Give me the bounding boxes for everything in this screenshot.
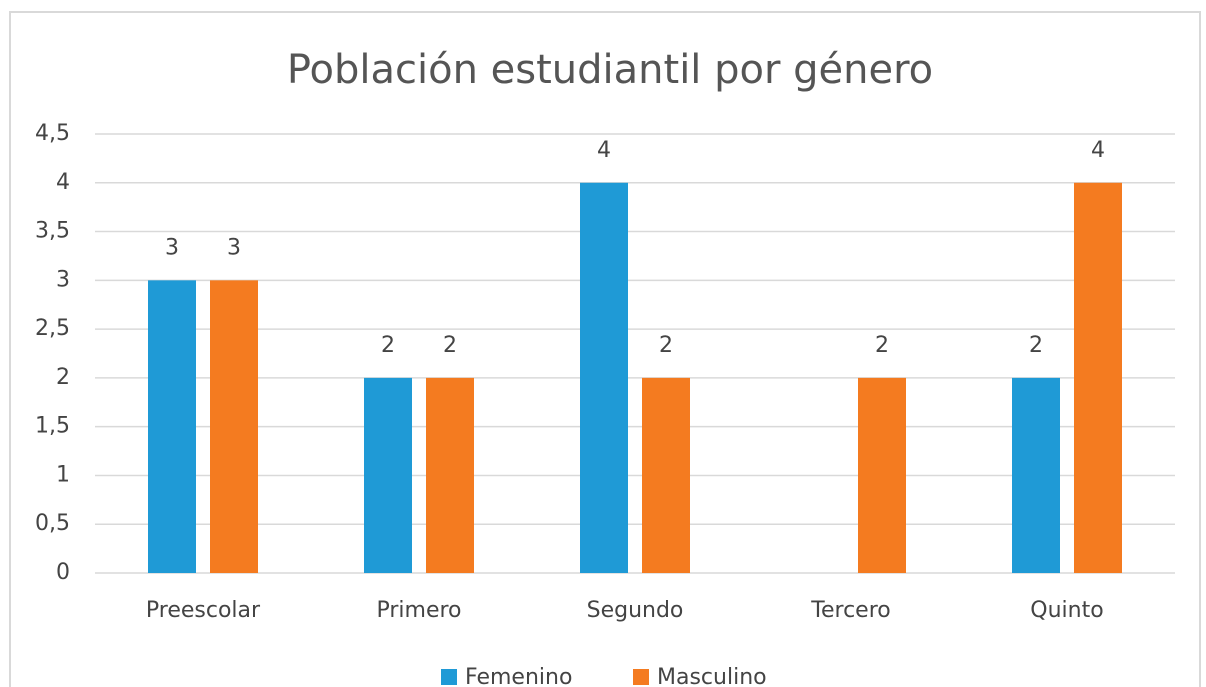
legend-label: Femenino — [465, 665, 572, 687]
y-tick-label: 3,5 — [35, 219, 70, 244]
chart-title: Población estudiantil por género — [287, 47, 933, 93]
legend-swatch — [441, 669, 457, 685]
data-label: 2 — [381, 333, 395, 358]
y-tick-label: 2,5 — [35, 316, 70, 341]
x-tick-label: Segundo — [587, 598, 684, 623]
y-tick-label: 4 — [56, 170, 70, 195]
x-tick-label: Primero — [376, 598, 461, 623]
bar — [642, 377, 690, 573]
y-tick-label: 4,5 — [35, 121, 70, 146]
data-label: 2 — [875, 333, 889, 358]
x-tick-label: Quinto — [1030, 598, 1103, 623]
data-label: 2 — [443, 333, 457, 358]
y-tick-label: 1,5 — [35, 414, 70, 439]
data-label: 4 — [1091, 138, 1105, 163]
y-tick-label: 0,5 — [35, 511, 70, 536]
bar — [364, 377, 412, 573]
bar — [1074, 182, 1122, 573]
data-label: 4 — [597, 138, 611, 163]
bar — [426, 377, 474, 573]
bar — [148, 280, 196, 573]
data-label: 2 — [1029, 333, 1043, 358]
y-tick-label: 3 — [56, 267, 70, 292]
data-label: 2 — [659, 333, 673, 358]
bar — [580, 182, 628, 573]
y-tick-label: 1 — [56, 462, 70, 487]
legend-swatch — [633, 669, 649, 685]
legend-label: Masculino — [657, 665, 767, 687]
x-tick-label: Preescolar — [146, 598, 261, 623]
data-label: 3 — [227, 235, 241, 260]
data-label: 3 — [165, 235, 179, 260]
bar — [210, 280, 258, 573]
x-tick-label: Tercero — [810, 598, 890, 623]
y-tick-label: 0 — [56, 560, 70, 585]
bar — [1012, 377, 1060, 573]
y-tick-label: 2 — [56, 365, 70, 390]
bar — [858, 377, 906, 573]
